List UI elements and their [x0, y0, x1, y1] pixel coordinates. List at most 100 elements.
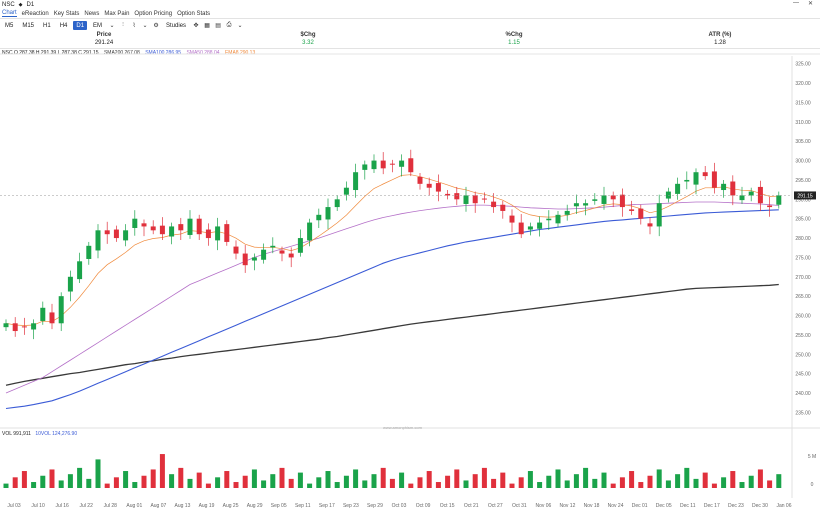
candle-body — [564, 210, 570, 215]
volume-bar — [279, 467, 285, 488]
print-icon[interactable]: ⎙ — [226, 22, 232, 28]
chevron-down-icon[interactable]: ⌄ — [109, 23, 115, 29]
volume-bar — [3, 483, 9, 488]
x-tick-label: Aug 29 — [247, 503, 263, 509]
candle-body — [665, 191, 671, 199]
volume-bar — [656, 469, 662, 488]
volume-bar — [638, 482, 644, 488]
chevron-down-icon[interactable]: ⌄ — [237, 23, 243, 29]
candle-body — [270, 245, 276, 248]
y-tick-label: 300.00 — [795, 159, 811, 165]
minimize-button[interactable]: — — [793, 0, 799, 6]
volume-bar — [537, 482, 543, 488]
y-tick-label: 325.00 — [795, 62, 811, 68]
x-tick-label: Sep 23 — [343, 503, 359, 509]
layout-icon[interactable]: ▤ — [215, 23, 221, 29]
candle-body — [58, 296, 64, 324]
candle-body — [454, 193, 460, 200]
volume-bar — [389, 478, 395, 488]
volume-bar — [564, 480, 570, 488]
volume-label: VOL 991,911 — [2, 431, 31, 437]
volume-bar — [224, 471, 230, 488]
candle-body — [178, 224, 184, 231]
volume-bar — [619, 477, 625, 488]
y-tick-label: 310.00 — [795, 120, 811, 126]
candle-body — [399, 160, 405, 167]
candle-body — [215, 226, 221, 241]
volume-bar — [592, 478, 598, 488]
candle-body — [123, 230, 129, 241]
studies-button[interactable]: Studies — [166, 23, 187, 29]
chevron-down-icon[interactable]: ⌄ — [142, 23, 148, 29]
volume-bar — [196, 472, 202, 488]
tab-max-pain[interactable]: Max Pain — [104, 10, 130, 17]
volume-bar — [739, 482, 745, 488]
volume-bar — [481, 467, 487, 488]
candle-body — [159, 225, 165, 235]
candle-body — [739, 195, 745, 201]
volume-bar — [270, 474, 276, 488]
sma50-line — [5, 201, 779, 394]
timeframe-m5-button[interactable]: M5 — [5, 23, 14, 29]
volume-axis-label: 5 M — [808, 454, 816, 460]
stat-pct-chg: %Chg 1.15 — [502, 32, 526, 46]
sma50-legend: SMA50 288.04 — [186, 50, 220, 56]
tab-option-stats[interactable]: Option Stats — [177, 10, 211, 17]
ohlc-readout: NSC O 287.38 H 291.39 L 287.38 C 291.15 — [2, 50, 99, 56]
timeframe-d1-button[interactable]: D1 — [73, 21, 88, 30]
volume-bar — [426, 471, 432, 488]
tab-ereaction[interactable]: eReaction — [21, 10, 49, 17]
volume-bar — [205, 483, 211, 488]
x-tick-label: Sep 29 — [367, 503, 383, 509]
timeframe-m15-button[interactable]: M15 — [22, 23, 35, 29]
chart-type-icon[interactable]: ⫶ — [122, 22, 124, 28]
candle-body — [205, 229, 211, 239]
x-tick-label: Jul 22 — [80, 503, 94, 509]
stat-chg-label: $Chg — [300, 32, 316, 38]
timeframe-h1-button[interactable]: H1 — [43, 23, 51, 29]
volume-bar — [629, 471, 635, 488]
timeframe-em-button[interactable]: EM — [93, 23, 103, 29]
volume-bar — [518, 477, 524, 488]
grid-icon[interactable]: ▦ — [204, 23, 210, 29]
volume-bar — [123, 471, 129, 488]
tab-option-pricing[interactable]: Option Pricing — [134, 10, 173, 17]
candle-body — [647, 223, 653, 227]
studies-icon[interactable]: ⚙ — [153, 23, 159, 29]
crosshair-icon[interactable]: ✥ — [193, 23, 199, 29]
symbol-dropdown-icon[interactable]: ◆ — [18, 1, 23, 8]
candle-body — [491, 201, 497, 208]
volume-bar — [169, 474, 175, 488]
x-tick-label: Aug 19 — [199, 503, 215, 509]
tab-key-stats[interactable]: Key Stats — [53, 10, 80, 17]
timeframe-h4-button[interactable]: H4 — [59, 23, 68, 29]
draw-tool-icon[interactable]: ⌇ — [132, 23, 136, 29]
candle-body — [251, 257, 257, 261]
volume-bar — [702, 472, 708, 488]
candle-body — [757, 186, 763, 204]
candle-body — [583, 203, 589, 206]
candle-body — [3, 323, 9, 328]
candle-body — [711, 171, 717, 188]
volume-bar — [776, 474, 782, 488]
volume-bar — [472, 474, 478, 488]
x-tick-label: Oct 03 — [392, 503, 407, 509]
volume-bar — [546, 475, 552, 488]
sma200-line — [5, 283, 779, 386]
candle-body — [307, 222, 313, 241]
candle-body — [702, 172, 708, 177]
tab-news[interactable]: News — [84, 10, 100, 17]
candle-body — [104, 230, 110, 235]
close-button[interactable]: ✕ — [808, 1, 814, 7]
candle-body — [730, 181, 736, 196]
volume-bar — [325, 471, 331, 488]
x-tick-label: Sep 17 — [319, 503, 335, 509]
candle-body — [67, 276, 73, 292]
x-tick-label: Dec 11 — [680, 503, 696, 509]
candle-body — [527, 226, 533, 230]
x-tick-label: Aug 13 — [175, 503, 191, 509]
tab-chart[interactable]: Chart — [2, 10, 17, 17]
candle-body — [472, 195, 478, 204]
candle-body — [389, 163, 395, 165]
